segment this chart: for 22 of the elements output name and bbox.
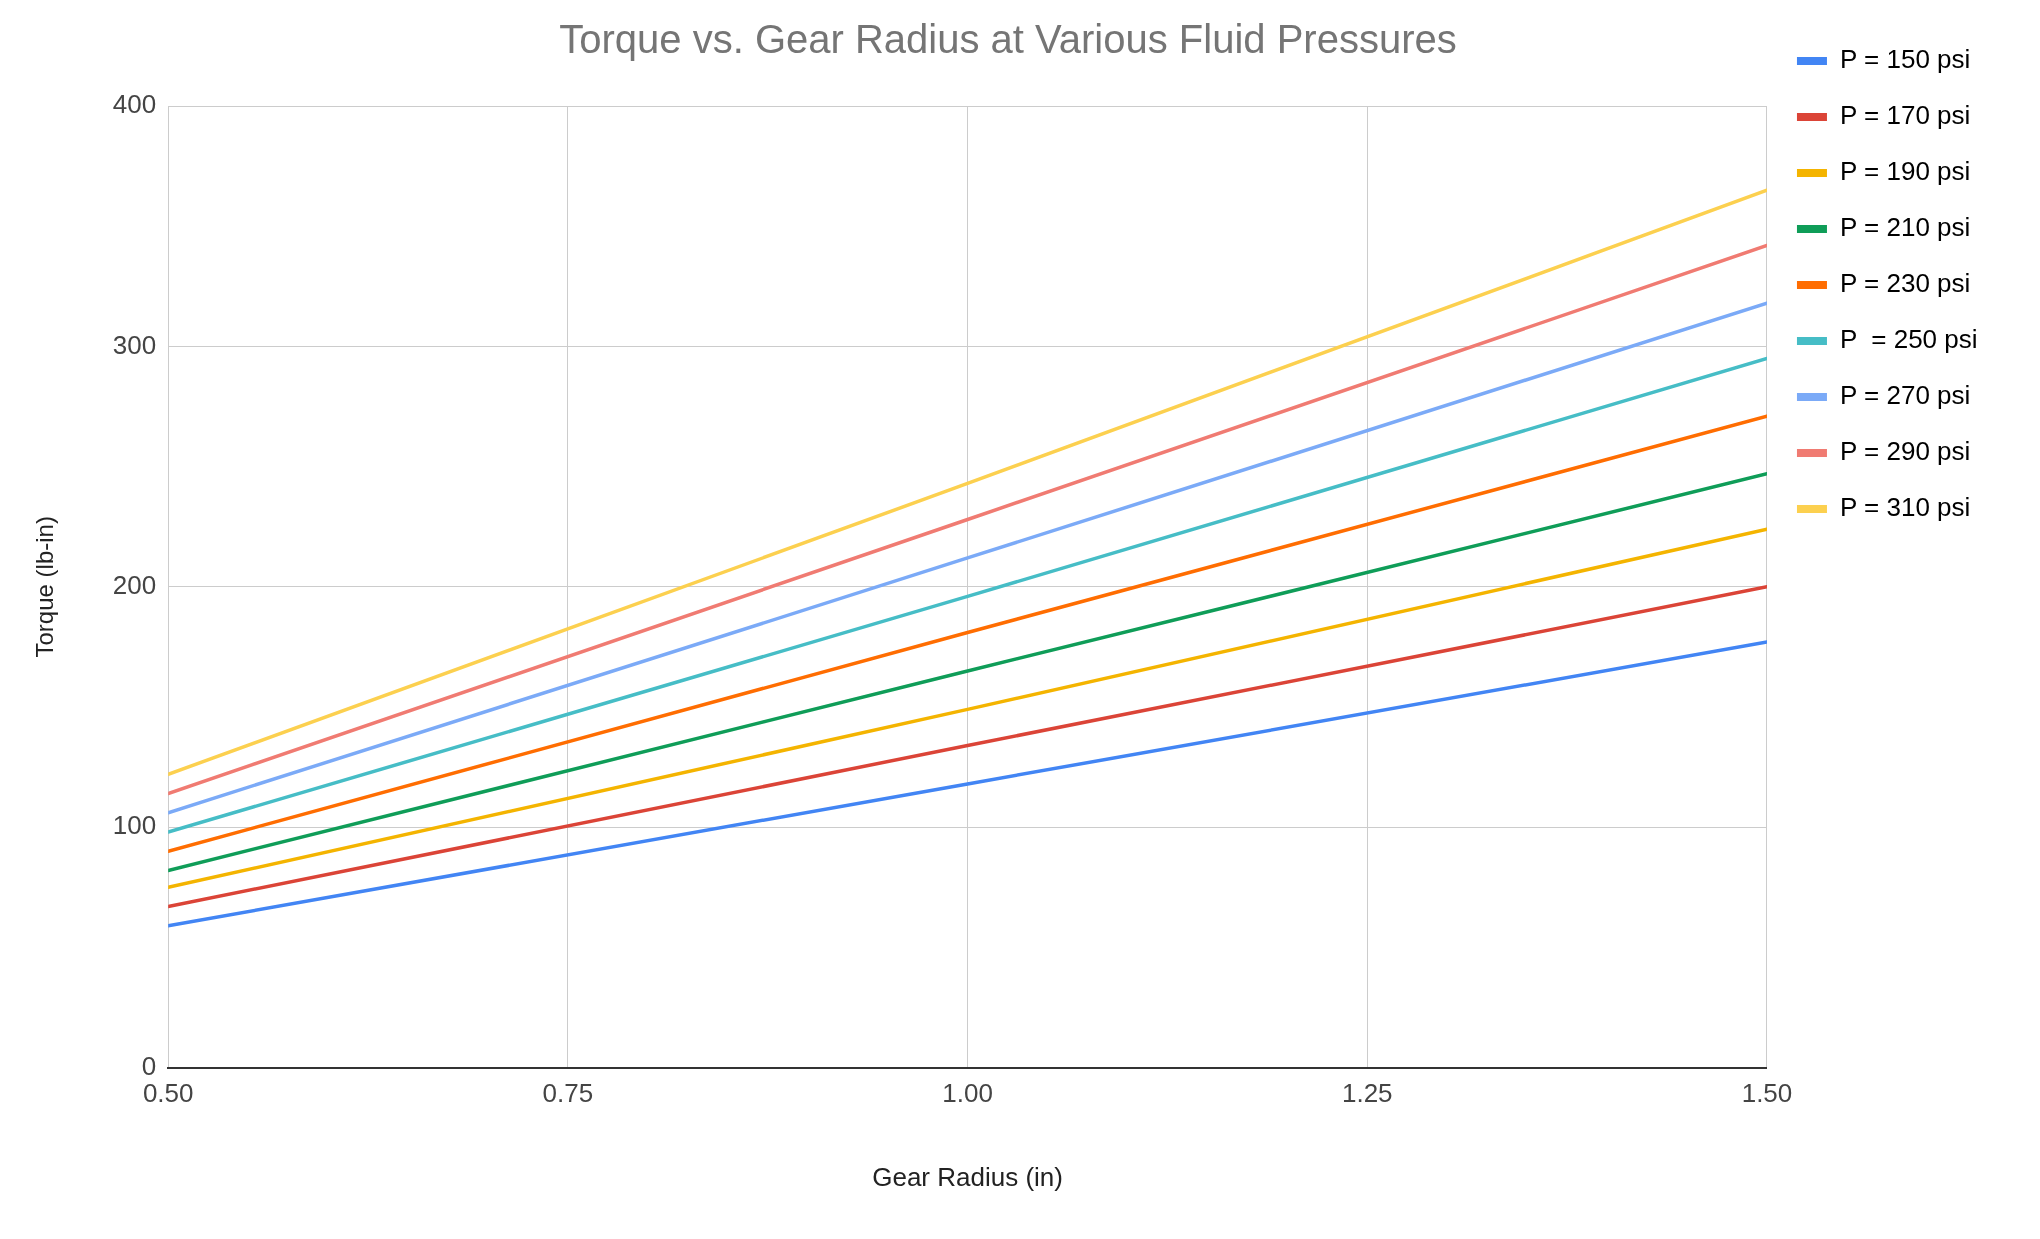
legend-label: P = 230 psi <box>1839 268 1971 299</box>
y-tick-label: 300 <box>112 329 157 360</box>
x-tick-label: 0.75 <box>542 1078 594 1109</box>
y-axis-title: Torque (lb-in) <box>31 516 59 658</box>
x-tick-label: 1.25 <box>1341 1078 1393 1109</box>
chart-title: Torque vs. Gear Radius at Various Fluid Pressures <box>559 17 1457 62</box>
legend-label: P = 210 psi <box>1839 212 1971 243</box>
x-tick-label: 1.00 <box>942 1078 993 1109</box>
legend-label: P = 170 psi <box>1839 100 1971 131</box>
y-tick-label: 100 <box>112 810 157 841</box>
y-tick-label: 0 <box>141 1050 157 1081</box>
legend-label: P = 270 psi <box>1839 380 1971 411</box>
y-tick-label: 200 <box>112 569 157 600</box>
x-tick-label: 0.50 <box>142 1078 194 1109</box>
legend-label: P = 150 psi <box>1839 44 1971 75</box>
y-tick-label: 400 <box>112 89 157 120</box>
x-axis-title: Gear Radius (in) <box>872 1161 1063 1192</box>
legend-label: P = 290 psi <box>1839 436 1971 467</box>
legend-label: P = 250 psi <box>1839 324 1978 355</box>
x-tick-label: 1.50 <box>1741 1078 1793 1109</box>
legend-label: P = 190 psi <box>1839 156 1971 187</box>
legend-label: P = 310 psi <box>1839 492 1971 523</box>
